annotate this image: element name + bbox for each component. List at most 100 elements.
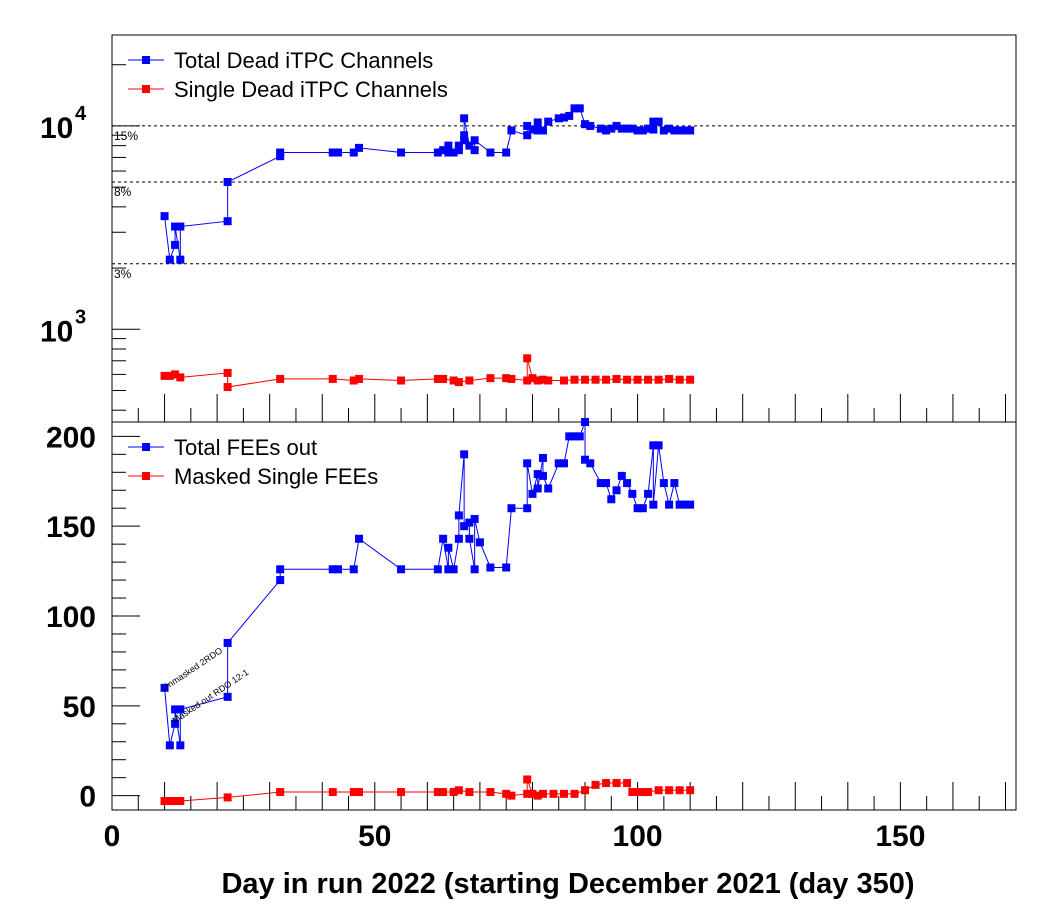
data-point bbox=[554, 114, 563, 123]
data-point bbox=[523, 504, 532, 513]
y-tick-label: 200 bbox=[46, 421, 96, 454]
data-point bbox=[444, 543, 453, 552]
data-point bbox=[665, 500, 674, 509]
data-point bbox=[560, 376, 568, 385]
data-point bbox=[528, 789, 537, 798]
data-point bbox=[560, 789, 568, 798]
data-point bbox=[223, 178, 232, 187]
data-point bbox=[565, 111, 574, 120]
data-point bbox=[276, 148, 285, 157]
data-point bbox=[596, 124, 605, 133]
data-point bbox=[607, 495, 616, 504]
data-point bbox=[160, 797, 169, 806]
data-point bbox=[460, 131, 469, 140]
data-point bbox=[223, 383, 232, 392]
data-point bbox=[575, 432, 584, 441]
data-point bbox=[581, 455, 590, 464]
data-point bbox=[165, 741, 174, 750]
data-point bbox=[176, 222, 185, 231]
data-point bbox=[602, 479, 611, 488]
data-point bbox=[659, 479, 668, 488]
data-point bbox=[633, 788, 642, 797]
data-point bbox=[523, 376, 532, 385]
data-point bbox=[538, 126, 547, 135]
data-point bbox=[675, 500, 684, 509]
reference-line-label: 15% bbox=[114, 129, 138, 143]
data-point bbox=[444, 148, 453, 157]
data-point bbox=[486, 148, 495, 157]
data-point bbox=[465, 141, 474, 150]
data-point bbox=[223, 217, 232, 226]
data-point bbox=[171, 222, 180, 231]
data-point bbox=[591, 780, 600, 789]
y-tick-label: 150 bbox=[46, 511, 96, 544]
data-point bbox=[612, 779, 621, 788]
data-point bbox=[171, 719, 180, 728]
data-point bbox=[675, 786, 684, 795]
data-point bbox=[470, 136, 479, 145]
data-point bbox=[581, 418, 590, 426]
data-point bbox=[670, 126, 679, 135]
data-point bbox=[334, 565, 342, 574]
data-point bbox=[528, 125, 537, 134]
data-point bbox=[454, 146, 463, 155]
data-point bbox=[617, 471, 626, 480]
legend-label: Total FEEs out bbox=[174, 435, 317, 460]
data-point bbox=[686, 126, 695, 135]
data-point bbox=[439, 534, 448, 543]
data-point bbox=[276, 374, 285, 383]
data-point bbox=[176, 797, 185, 806]
data-point bbox=[607, 124, 616, 133]
data-point bbox=[633, 126, 642, 135]
data-point bbox=[223, 638, 232, 647]
data-point bbox=[176, 255, 185, 264]
data-point bbox=[523, 789, 532, 798]
data-point bbox=[586, 459, 595, 468]
data-point bbox=[449, 565, 458, 574]
data-point bbox=[654, 441, 663, 450]
data-point bbox=[602, 779, 611, 788]
data-point bbox=[644, 788, 653, 797]
data-point bbox=[675, 375, 684, 384]
data-point bbox=[533, 484, 542, 493]
data-point bbox=[223, 368, 232, 377]
data-point bbox=[617, 124, 626, 133]
data-point bbox=[223, 793, 232, 802]
data-point bbox=[328, 148, 337, 157]
data-point bbox=[649, 125, 658, 134]
data-point bbox=[276, 565, 285, 574]
data-point bbox=[433, 565, 442, 574]
data-point bbox=[507, 791, 516, 800]
reference-line-label: 3% bbox=[114, 267, 132, 281]
data-point bbox=[523, 121, 532, 130]
data-point bbox=[523, 459, 532, 468]
data-point bbox=[176, 373, 185, 382]
data-point bbox=[470, 146, 479, 155]
data-point bbox=[570, 789, 579, 798]
x-tick-label: 0 bbox=[104, 820, 121, 853]
data-point bbox=[454, 511, 463, 520]
x-tick-label: 100 bbox=[613, 820, 663, 853]
data-point bbox=[397, 148, 406, 157]
data-point bbox=[165, 371, 174, 380]
data-point bbox=[686, 375, 695, 384]
y-tick-label: 0 bbox=[79, 781, 96, 814]
legend-label: Single Dead iTPC Channels bbox=[174, 77, 448, 102]
data-point bbox=[523, 131, 532, 140]
data-point bbox=[665, 374, 674, 383]
data-point bbox=[355, 374, 364, 383]
data-point bbox=[638, 126, 647, 135]
data-point bbox=[581, 120, 590, 129]
data-point bbox=[665, 124, 674, 133]
data-point bbox=[465, 518, 474, 527]
data-point bbox=[628, 788, 637, 797]
data-point bbox=[538, 789, 547, 798]
x-tick-label: 150 bbox=[875, 820, 925, 853]
data-point bbox=[165, 797, 174, 806]
data-point bbox=[502, 563, 511, 572]
data-point bbox=[623, 779, 632, 788]
y-tick-label-exponent: 4 bbox=[75, 103, 87, 125]
data-point bbox=[570, 432, 579, 441]
data-point bbox=[575, 104, 584, 113]
data-point bbox=[654, 375, 663, 384]
